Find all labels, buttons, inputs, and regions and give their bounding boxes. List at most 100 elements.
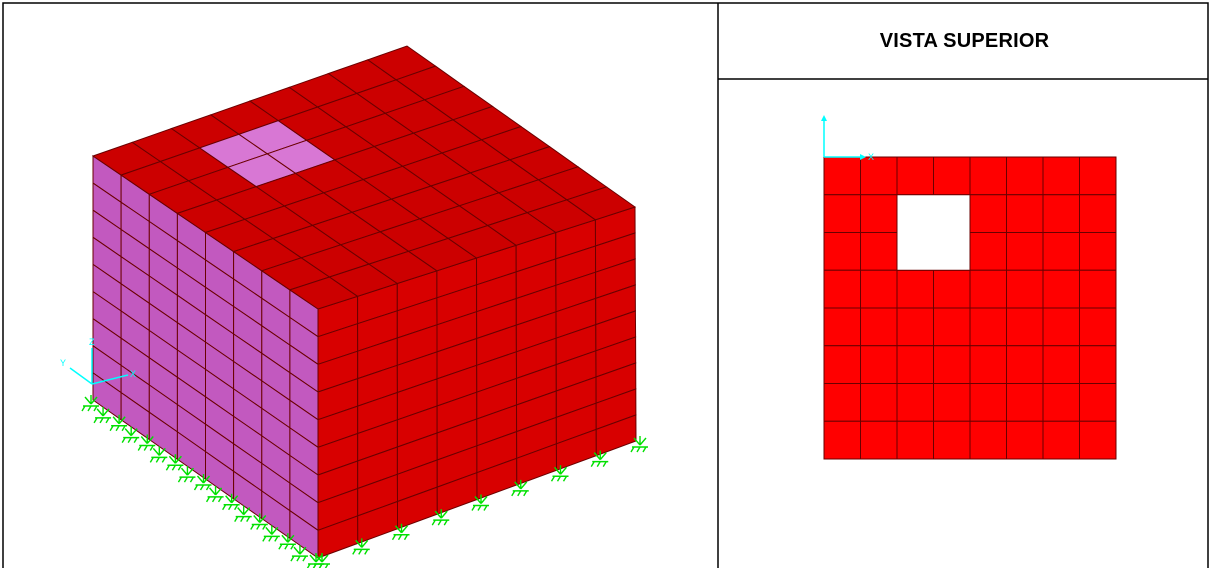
- support-icon: [511, 479, 529, 497]
- plan-mesh-cell: [823, 383, 861, 422]
- top-plan-view: X: [821, 115, 1117, 460]
- plan-mesh-cell: [823, 194, 861, 233]
- plan-mesh-cell: [896, 420, 934, 460]
- plan-mesh-cell: [969, 156, 1007, 196]
- plan-mesh-cell: [969, 345, 1007, 384]
- support-icon: [177, 466, 196, 483]
- plan-mesh-cell: [969, 420, 1007, 460]
- support-icon: [391, 523, 410, 541]
- plan-mesh-cell: [860, 269, 898, 309]
- y-axis-label: Y: [60, 358, 66, 368]
- support-row: [81, 395, 648, 568]
- support-icon: [550, 465, 569, 482]
- plan-mesh-cell: [1006, 383, 1044, 422]
- plan-mesh-cell: [933, 269, 971, 309]
- plan-outline: [823, 156, 1117, 460]
- plan-mesh-cell: [823, 307, 861, 347]
- plan-mesh-cell: [933, 156, 971, 196]
- plan-mesh-cell: [1079, 156, 1117, 196]
- plan-mesh-cell: [1006, 307, 1044, 347]
- support-icon: [250, 513, 268, 530]
- plan-mesh-cell: [823, 156, 861, 196]
- plan-mesh-cell: [860, 232, 898, 271]
- plan-mesh-cell: [1006, 156, 1044, 196]
- z-axis-label: Z: [89, 337, 95, 347]
- plan-mesh-cell: [1042, 232, 1080, 271]
- plan-mesh-cell: [860, 307, 898, 347]
- support-icon: [165, 454, 184, 471]
- x-axis-label: X: [130, 369, 136, 379]
- plan-mesh-cell: [823, 232, 861, 271]
- support-icon: [234, 505, 252, 522]
- plan-mesh-cell: [969, 383, 1007, 422]
- support-icon: [137, 434, 156, 451]
- plan-mesh-cell: [823, 345, 861, 384]
- support-icon: [278, 533, 296, 550]
- plan-mesh-cell: [1042, 307, 1080, 347]
- axis-triad-plan: X: [821, 115, 874, 162]
- support-icon: [93, 406, 112, 424]
- plan-mesh-cell: [969, 269, 1007, 309]
- plan-mesh-cell: [1079, 420, 1117, 460]
- support-icon: [630, 436, 648, 453]
- support-icon: [109, 414, 128, 432]
- plan-mesh-cell: [860, 194, 898, 233]
- plan-mesh-cell: [933, 345, 971, 384]
- support-icon: [81, 395, 99, 412]
- axis-triad-iso: X Z Y: [60, 337, 136, 385]
- support-icon: [312, 553, 330, 568]
- support-icon: [222, 493, 240, 511]
- mesh-cell: [565, 186, 637, 221]
- plan-mesh-cell: [1042, 345, 1080, 384]
- plan-mesh-cell: [896, 383, 934, 422]
- support-icon: [290, 545, 308, 562]
- plan-mesh-cell: [860, 420, 898, 460]
- plan-mesh-cell: [933, 420, 971, 460]
- plan-mesh-cell: [896, 156, 934, 196]
- y-arrow: [821, 115, 827, 121]
- support-icon: [262, 525, 280, 542]
- plan-mesh-cell: [896, 269, 934, 309]
- plan-mesh-cell: [969, 307, 1007, 347]
- support-icon: [590, 450, 609, 467]
- plan-mesh-cell: [823, 420, 861, 460]
- plan-mesh-cell: [1006, 269, 1044, 309]
- side-face: [92, 155, 319, 559]
- vista-superior-title: VISTA SUPERIOR: [879, 29, 1050, 52]
- plan-mesh-cell: [896, 345, 934, 384]
- isometric-model-view: X Z Y: [60, 45, 648, 568]
- title-cell: VISTA SUPERIOR: [721, 3, 1208, 79]
- plan-mesh-cell: [1006, 345, 1044, 384]
- support-icon: [149, 446, 168, 463]
- plan-mesh-cell: [860, 345, 898, 384]
- plan-mesh-cell: [896, 307, 934, 347]
- plan-mesh-cell: [1079, 383, 1117, 422]
- plan-mesh-cell: [1079, 269, 1117, 309]
- plan-mesh-cell: [969, 232, 1007, 271]
- plan-mesh-cell: [1042, 269, 1080, 309]
- x-axis-label: X: [868, 152, 874, 162]
- support-icon: [352, 538, 370, 555]
- plan-mesh-cell: [933, 307, 971, 347]
- plan-mesh-cell: [933, 383, 971, 422]
- front-face: [317, 206, 637, 559]
- top-face: [91, 45, 637, 310]
- plan-mesh-cell: [860, 156, 898, 196]
- x-arrow: [860, 154, 866, 160]
- plan-mesh-cell: [1079, 232, 1117, 271]
- plan-mesh-cell: [1042, 383, 1080, 422]
- support-icon: [121, 426, 140, 443]
- plan-mesh-cell: [823, 269, 861, 309]
- support-icon: [431, 509, 450, 526]
- support-icon: [205, 485, 224, 503]
- plan-mesh-cell: [1042, 156, 1080, 196]
- plan-mesh-cell: [1006, 232, 1044, 271]
- plan-mesh-cell: [1042, 194, 1080, 233]
- plan-mesh-cell: [969, 194, 1007, 233]
- plan-mesh-cell: [1006, 194, 1044, 233]
- plan-mesh-cell: [1079, 307, 1117, 347]
- plan-opening: [896, 194, 971, 271]
